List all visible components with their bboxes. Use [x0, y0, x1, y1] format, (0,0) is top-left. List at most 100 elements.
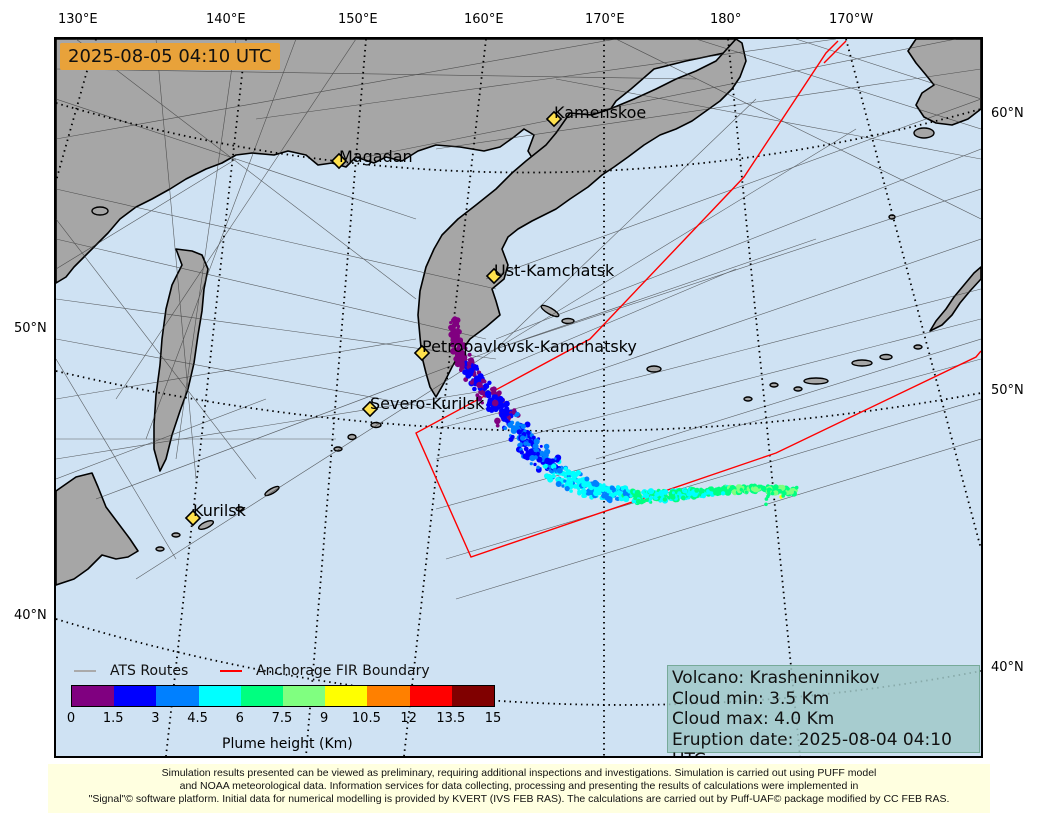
volcano-info-box: Volcano: Krasheninnikov Cloud min: 3.5 K…	[667, 665, 980, 756]
plume-particle	[529, 455, 536, 462]
city-marker-severo-kurilsk	[361, 400, 379, 418]
island-commander-1	[540, 304, 560, 318]
plume-particle	[786, 487, 790, 491]
colorbar-segment	[367, 686, 410, 706]
plume-particle	[680, 495, 686, 501]
plume-particle	[569, 480, 574, 485]
plume-particle	[735, 484, 741, 490]
plume-particle	[472, 366, 476, 371]
plume-particle	[671, 491, 675, 495]
plume-particle	[456, 324, 461, 329]
plume-particle	[677, 491, 682, 496]
plume-particle	[478, 390, 482, 394]
plume-particle	[766, 488, 771, 492]
plume-particle	[641, 490, 645, 495]
colorbar-segment	[240, 686, 284, 706]
plume-particle	[555, 481, 562, 487]
plume-particle	[463, 377, 469, 382]
plume-particle	[520, 423, 526, 430]
plume-particle	[709, 486, 714, 492]
colorbar-segment	[114, 686, 157, 706]
plume-particle	[649, 495, 653, 500]
plume-particle	[465, 370, 472, 376]
plume-particle	[457, 337, 463, 343]
island-kuril-6	[197, 519, 215, 531]
fir-boundary	[415, 40, 981, 558]
island-kuril-7	[171, 532, 181, 538]
plume-particle	[565, 469, 572, 476]
plume-particle	[563, 466, 568, 471]
colorbar-segment	[409, 686, 452, 706]
timestamp-label: 2025-08-05 04:10 UTC	[60, 43, 280, 70]
city-marker-ust-kamchatsk	[485, 267, 503, 285]
colorbar-tick-label: 4.5	[187, 711, 208, 726]
plume-particle	[546, 474, 553, 481]
plume-particle	[544, 457, 551, 465]
plume-particle	[599, 484, 606, 491]
plume-particle	[581, 481, 588, 488]
plume-particle	[597, 491, 602, 496]
plume-particle	[764, 502, 768, 507]
plume-particle	[510, 434, 515, 440]
plume-particle	[773, 490, 779, 496]
plume-particle	[449, 321, 453, 325]
plume-particle	[496, 420, 499, 424]
colorbar-segment	[325, 686, 368, 706]
plume-particle	[504, 418, 509, 423]
plume-particle	[507, 422, 513, 428]
plume-particle	[635, 498, 642, 505]
city-label-ust-kamchatsk: Ust-Kamchatsk	[494, 261, 615, 280]
plume-particle	[572, 475, 577, 481]
island-aleut-5	[879, 353, 893, 361]
plume-particle	[484, 386, 488, 390]
island-kuril-4	[264, 485, 280, 497]
colorbar-tick-label: 1.5	[102, 711, 124, 726]
map-view[interactable]: 2025-08-05 04:10 UTC Kamenskoe Magadan U…	[54, 37, 983, 758]
legend-ats-label: ATS Routes	[110, 663, 189, 679]
plume-particle	[503, 410, 510, 417]
land-alaska	[929, 266, 981, 332]
city-label-petropavlovsk: Petropavlovsk-Kamchatsky	[422, 337, 637, 356]
plume-particle	[459, 368, 463, 373]
plume-particle	[566, 476, 572, 482]
disclaimer-line-3: "Signal"© software platform. Initial dat…	[88, 793, 950, 805]
colorbar-tick-label: 12	[400, 711, 417, 726]
plume-particle	[752, 486, 759, 493]
lon-label-140e: 140°E	[206, 12, 246, 27]
plume-particle	[524, 421, 531, 428]
plume-particle	[713, 490, 719, 496]
plume-particle	[565, 482, 570, 488]
island-kuril-2	[347, 433, 357, 441]
plume-particle	[536, 451, 540, 456]
plume-particle	[472, 386, 477, 392]
plume-particle	[498, 402, 505, 409]
land-masses	[56, 39, 981, 586]
plume-particle	[532, 443, 539, 450]
plume-particle	[739, 488, 743, 492]
plume-particle	[492, 406, 499, 413]
plume-particle	[623, 495, 629, 502]
plume-particle	[491, 399, 499, 407]
plume-particle	[622, 491, 629, 497]
lat-label-right-50n: 50°N	[991, 383, 1024, 398]
plume-particle	[467, 361, 472, 366]
plume-particle	[475, 393, 480, 398]
plume-particle	[515, 421, 520, 426]
plume-particle	[593, 487, 599, 493]
plume-particle	[533, 462, 537, 467]
plume-particle	[455, 356, 461, 362]
plume-particle	[481, 378, 486, 384]
legend-fir-label: Anchorage FIR Boundary	[256, 663, 430, 679]
plume-particle	[533, 438, 540, 445]
island-commander-2	[561, 317, 575, 325]
plume-particle	[551, 474, 556, 479]
map-canvas	[56, 39, 981, 756]
plume-particle	[694, 487, 700, 493]
plume-particle	[620, 486, 625, 491]
plume-particle	[543, 443, 550, 450]
city-marker-petropavlovsk	[413, 344, 431, 362]
cloud-min: Cloud min: 3.5 Km	[672, 688, 830, 709]
city-marker-kurilsk	[184, 509, 202, 527]
plume-particle	[561, 484, 565, 488]
plume-particle	[744, 490, 748, 494]
